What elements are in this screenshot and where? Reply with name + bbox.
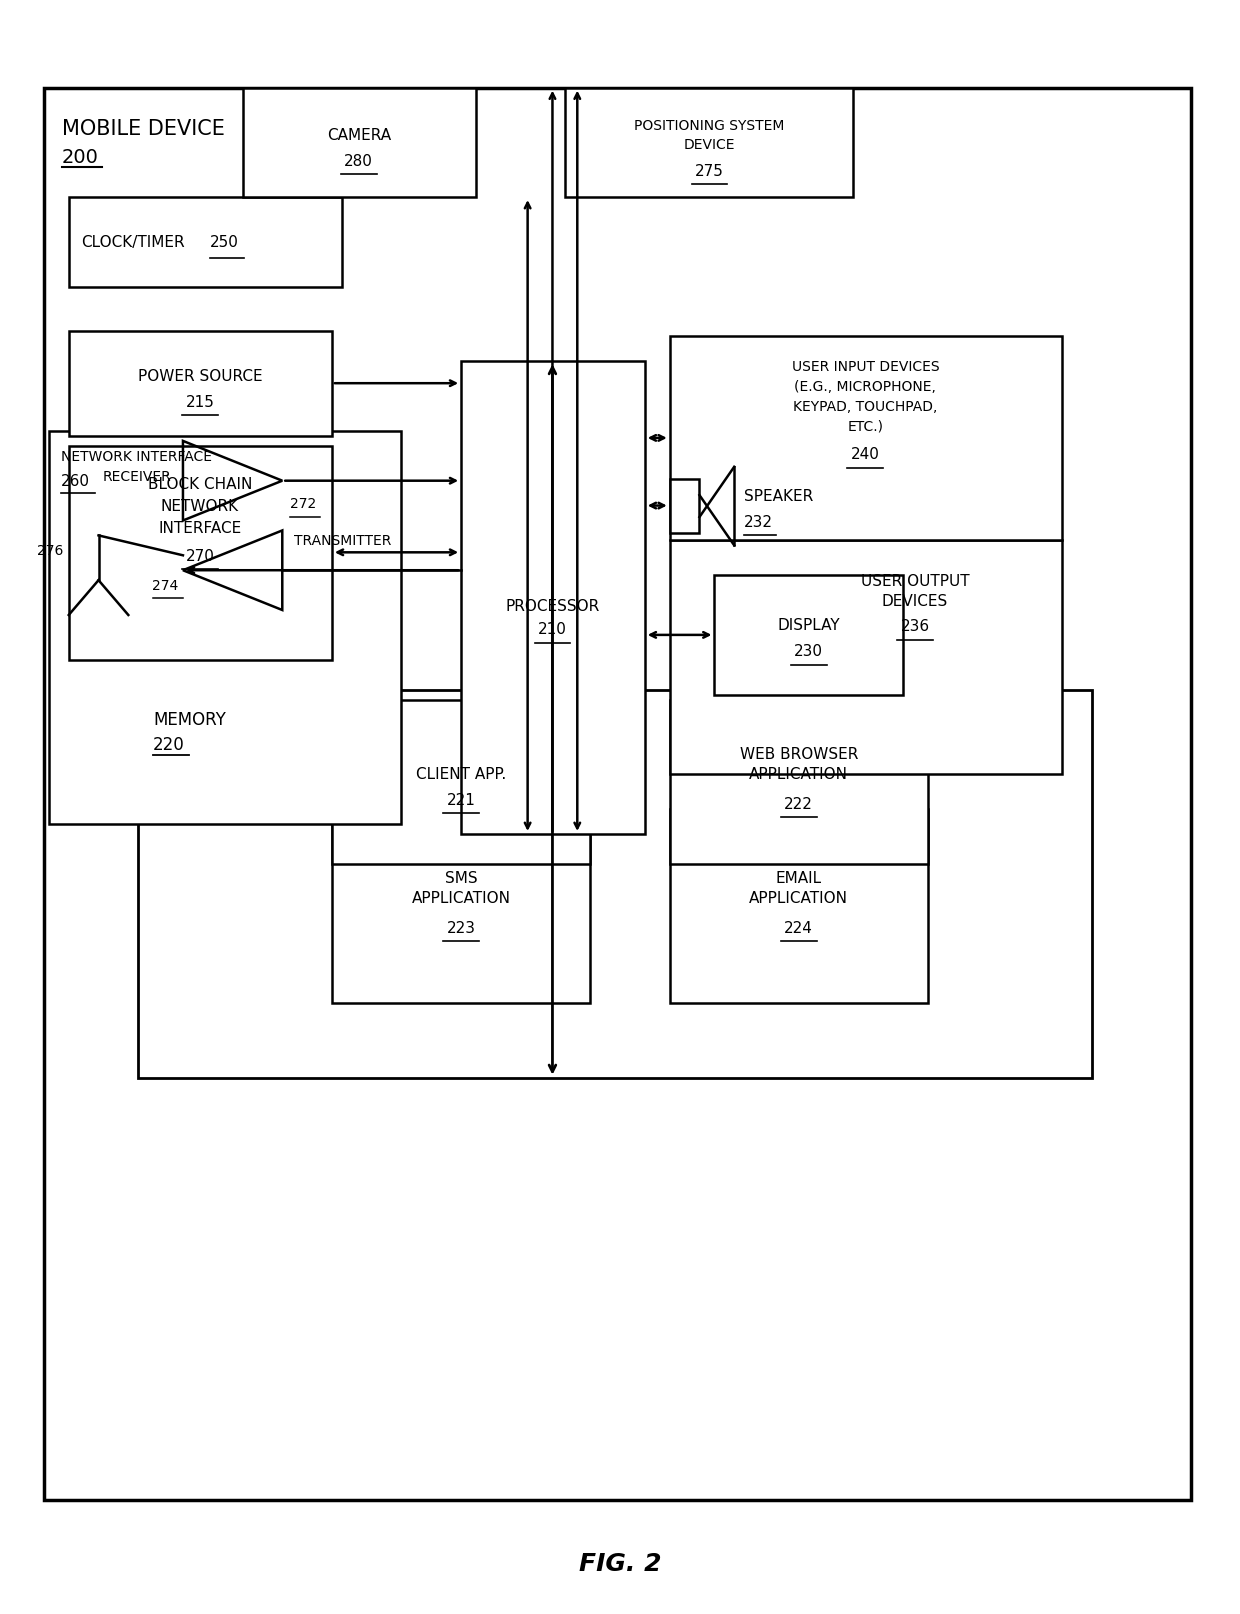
Text: (E.G., MICROPHONE,: (E.G., MICROPHONE, [795, 379, 936, 394]
Text: DEVICE: DEVICE [683, 139, 735, 152]
Text: WEB BROWSER: WEB BROWSER [739, 746, 858, 762]
Text: NETWORK: NETWORK [161, 499, 239, 513]
Text: 272: 272 [290, 495, 316, 510]
Text: 223: 223 [446, 920, 476, 935]
Text: 274: 274 [151, 579, 179, 592]
Bar [68, 199, 342, 287]
Text: 250: 250 [210, 236, 238, 250]
Bar [670, 700, 928, 863]
Text: 230: 230 [795, 644, 823, 659]
Bar [332, 700, 590, 863]
Text: KEYPAD, TOUCHPAD,: KEYPAD, TOUCHPAD, [794, 400, 937, 413]
Text: TRANSMITTER: TRANSMITTER [294, 534, 392, 549]
Bar [48, 431, 402, 825]
Text: 215: 215 [186, 394, 215, 410]
Text: 280: 280 [345, 153, 373, 169]
Text: PROCESSOR: PROCESSOR [506, 599, 600, 613]
Text: EMAIL: EMAIL [776, 870, 822, 886]
Text: CAMERA: CAMERA [326, 128, 391, 144]
Text: 240: 240 [851, 447, 879, 462]
Text: ETC.): ETC.) [847, 420, 883, 434]
Text: 270: 270 [186, 549, 215, 563]
Text: INTERFACE: INTERFACE [159, 521, 242, 536]
Text: APPLICATION: APPLICATION [412, 891, 511, 905]
Text: SPEAKER: SPEAKER [744, 489, 813, 504]
Text: 236: 236 [900, 620, 930, 634]
Text: 224: 224 [785, 920, 813, 935]
Bar [565, 89, 853, 199]
Bar [670, 541, 1061, 775]
Text: CLIENT APP.: CLIENT APP. [415, 767, 506, 781]
Text: FIG. 2: FIG. 2 [579, 1551, 661, 1575]
Bar [714, 576, 903, 696]
Text: 275: 275 [694, 163, 724, 179]
Text: CLOCK/TIMER: CLOCK/TIMER [81, 236, 185, 250]
Text: 200: 200 [62, 148, 99, 168]
Text: BLOCK CHAIN: BLOCK CHAIN [148, 476, 252, 492]
Text: 260: 260 [61, 473, 89, 489]
Bar [243, 89, 476, 199]
Text: USER OUTPUT: USER OUTPUT [861, 573, 970, 589]
Bar [68, 447, 332, 660]
Bar [43, 89, 1192, 1501]
Text: 220: 220 [154, 736, 185, 754]
Text: 210: 210 [538, 621, 567, 638]
Bar [332, 810, 590, 1004]
Text: APPLICATION: APPLICATION [749, 891, 848, 905]
Text: USER INPUT DEVICES: USER INPUT DEVICES [791, 360, 939, 374]
Bar [68, 332, 332, 437]
Text: MOBILE DEVICE: MOBILE DEVICE [62, 118, 224, 139]
Text: 232: 232 [744, 515, 774, 529]
Bar [138, 691, 1091, 1078]
Text: POWER SOURCE: POWER SOURCE [138, 368, 262, 384]
Text: RECEIVER: RECEIVER [102, 470, 171, 484]
Text: APPLICATION: APPLICATION [749, 767, 848, 781]
Text: POSITIONING SYSTEM: POSITIONING SYSTEM [634, 118, 785, 132]
Text: MEMORY: MEMORY [154, 710, 226, 728]
Text: SMS: SMS [445, 870, 477, 886]
Text: 276: 276 [37, 544, 63, 558]
Text: DISPLAY: DISPLAY [777, 618, 839, 633]
Bar [670, 337, 1061, 541]
Text: NETWORK INTERFACE: NETWORK INTERFACE [61, 450, 212, 463]
Text: 221: 221 [446, 792, 475, 807]
Text: 222: 222 [785, 796, 813, 810]
Bar [461, 362, 645, 834]
Bar [670, 479, 699, 534]
Bar [670, 810, 928, 1004]
Text: DEVICES: DEVICES [882, 594, 949, 608]
